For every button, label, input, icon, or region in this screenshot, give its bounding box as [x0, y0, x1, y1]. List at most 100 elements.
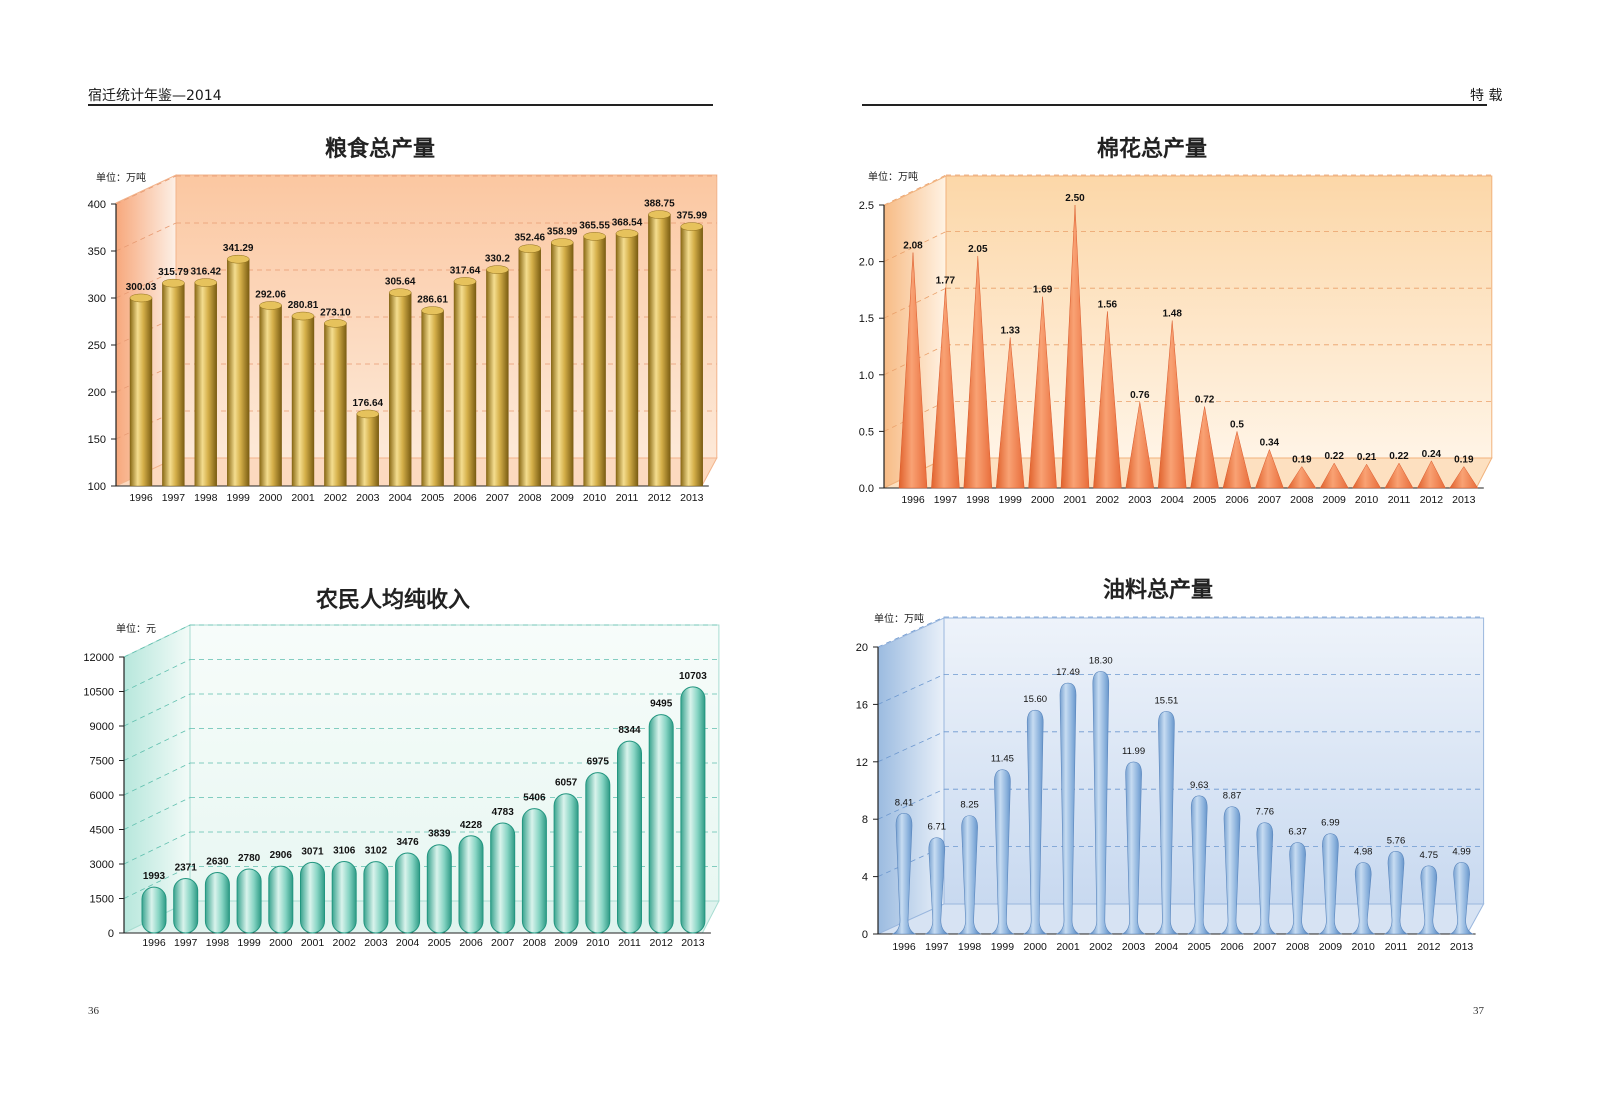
y-tick-label: 0 [862, 929, 868, 941]
data-label: 15.51 [1155, 695, 1179, 706]
bar [395, 852, 421, 934]
gridline [883, 344, 947, 376]
bar [1060, 204, 1090, 489]
chart-unit-label: 单位：万吨 [868, 170, 918, 183]
bar [1222, 431, 1252, 489]
data-label: 0.22 [1324, 451, 1344, 462]
x-tick-label: 2013 [681, 937, 705, 949]
data-label: 1.56 [1098, 299, 1118, 310]
data-label: 2906 [270, 850, 293, 861]
data-label: 4783 [492, 807, 515, 818]
gridline [123, 762, 191, 796]
gridline [123, 693, 191, 727]
page-number-left: 36 [88, 1005, 99, 1017]
data-label: 9.63 [1190, 780, 1209, 791]
x-tick-label: 2011 [618, 937, 641, 949]
gridline [883, 401, 947, 432]
x-tick-label: 2013 [1452, 494, 1476, 506]
x-tick-label: 2011 [1385, 941, 1408, 953]
data-label: 273.10 [320, 307, 351, 318]
x-tick-label: 2006 [459, 937, 483, 949]
data-label: 1993 [143, 871, 166, 882]
bar [1154, 711, 1179, 935]
bar [141, 886, 167, 934]
bar [1351, 862, 1376, 935]
y-tick-label: 16 [856, 699, 868, 711]
bar [957, 815, 982, 935]
bar [1252, 822, 1277, 935]
data-label: 18.30 [1089, 655, 1113, 666]
gridline [123, 659, 191, 692]
y-tick-label: 10500 [83, 687, 114, 699]
data-label: 6.99 [1321, 818, 1340, 829]
y-tick-label: 100 [88, 481, 106, 493]
y-tick-label: 4 [862, 872, 868, 884]
x-tick-label: 2004 [389, 492, 413, 504]
data-label: 1.48 [1162, 308, 1182, 319]
data-label: 3102 [365, 846, 388, 857]
data-label: 0.76 [1130, 390, 1150, 401]
bar [1190, 406, 1219, 489]
bar [995, 337, 1025, 489]
data-label: 2.05 [968, 244, 988, 255]
y-tick-label: 6000 [90, 790, 114, 802]
x-tick-label: 2007 [486, 492, 510, 504]
bar [1055, 682, 1081, 935]
x-tick-label: 2010 [586, 937, 610, 949]
header-right-title: 特 载 [1470, 88, 1503, 104]
bar [1416, 460, 1446, 489]
gridline [123, 797, 191, 830]
x-tick-label: 2001 [1056, 941, 1080, 953]
data-label: 4.98 [1354, 847, 1373, 858]
data-label: 2.50 [1065, 193, 1085, 204]
chart-title: 农民人均纯收入 [315, 587, 470, 613]
bar-cap [162, 278, 185, 288]
data-label: 317.64 [450, 265, 481, 276]
chart-unit-label: 单位：万吨 [96, 171, 146, 184]
x-tick-label: 2009 [554, 937, 578, 949]
data-label: 365.55 [579, 220, 610, 231]
x-tick-label: 2007 [491, 937, 515, 949]
data-label: 5406 [523, 793, 546, 804]
x-tick-label: 2009 [551, 492, 575, 504]
data-label: 2630 [206, 857, 229, 868]
bar [898, 252, 928, 489]
bar [426, 844, 452, 934]
data-label: 9495 [650, 699, 673, 710]
data-label: 8.25 [960, 800, 979, 811]
x-tick-label: 1996 [892, 941, 916, 953]
bar [990, 769, 1015, 935]
bar [1287, 466, 1317, 489]
chart-title: 粮食总产量 [325, 136, 435, 162]
data-label: 8.87 [1223, 791, 1242, 802]
x-tick-label: 2010 [583, 492, 607, 504]
data-label: 316.42 [191, 267, 222, 278]
bar [1319, 462, 1349, 489]
bar-cap [129, 293, 153, 303]
gridline [123, 624, 191, 658]
y-tick-label: 0.0 [859, 483, 874, 495]
x-tick-label: 1999 [237, 937, 261, 949]
gridline [877, 846, 945, 877]
x-tick-label: 2006 [453, 492, 477, 504]
x-tick-label: 1999 [991, 941, 1015, 953]
x-tick-label: 2000 [269, 937, 293, 949]
bar-cap [583, 232, 606, 241]
x-tick-label: 2012 [650, 937, 674, 949]
data-label: 2371 [175, 862, 198, 873]
x-tick-label: 2004 [396, 937, 420, 949]
x-tick-label: 2001 [291, 492, 315, 504]
bar-cap [388, 288, 412, 297]
x-tick-label: 1999 [227, 492, 251, 504]
data-label: 2.08 [903, 241, 923, 252]
gridline [115, 269, 177, 299]
data-label: 1.77 [936, 276, 956, 287]
x-tick-label: 2011 [616, 492, 639, 504]
bar [1121, 761, 1146, 935]
